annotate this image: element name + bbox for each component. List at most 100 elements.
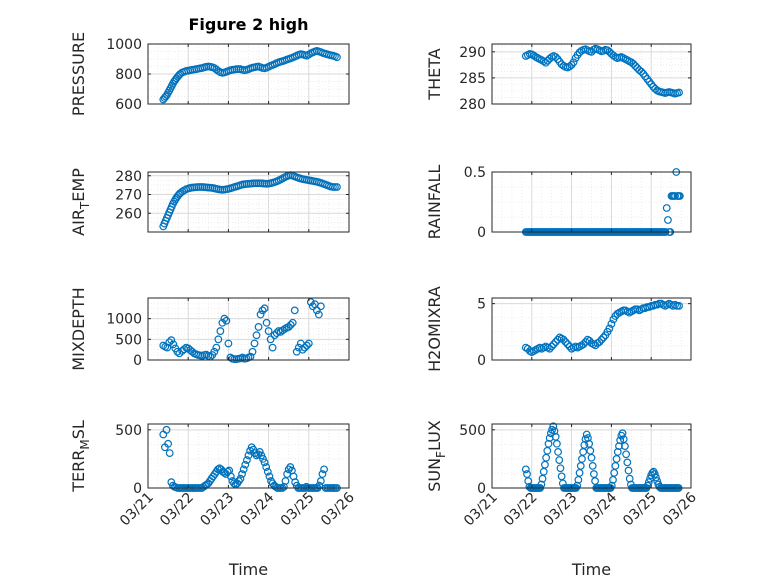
panel-row3-right: 0 5 H2OMIXRA <box>425 286 692 372</box>
data-point <box>298 345 307 354</box>
data-point <box>595 338 604 346</box>
data-point <box>250 339 259 348</box>
data-point <box>625 474 634 483</box>
data-point <box>169 340 178 349</box>
data-point <box>631 62 640 70</box>
data-point <box>167 336 176 345</box>
y-tick-label: 500 <box>115 332 142 348</box>
data-point <box>597 335 606 344</box>
data-point <box>565 342 574 351</box>
data-point <box>573 481 582 490</box>
data-point <box>260 304 269 313</box>
y-tick-label: 260 <box>115 206 142 222</box>
x-tick-label: 03/24 <box>580 489 620 529</box>
data-point <box>333 53 341 62</box>
axes-box <box>147 171 350 233</box>
data-point <box>613 448 622 456</box>
data-point <box>316 477 325 485</box>
data-point <box>284 323 293 331</box>
data-point <box>220 314 229 323</box>
data-point <box>584 434 592 442</box>
panel-top-left: 600 800 1000 PRESSURE Figure 2 high <box>69 15 350 116</box>
chart-title: Figure 2 high <box>189 15 309 34</box>
data-point <box>290 306 299 315</box>
data-point <box>262 318 271 327</box>
data-point <box>553 335 562 344</box>
data-point <box>260 458 269 467</box>
y-tick-label: 500 <box>115 423 142 439</box>
data-point <box>320 465 328 474</box>
y-tick-label: 0.5 <box>464 165 486 181</box>
data-point <box>563 340 572 349</box>
data-point <box>587 453 596 462</box>
data-point <box>241 460 250 469</box>
data-series <box>159 298 325 364</box>
axes-box <box>147 297 350 361</box>
x-tick-label: 03/22 <box>157 490 197 530</box>
data-point <box>272 329 281 338</box>
data-point <box>547 342 556 351</box>
data-point <box>664 216 672 224</box>
y-axis-label: MIXDEPTH <box>69 287 88 370</box>
plot-background <box>148 424 349 488</box>
data-point <box>256 310 265 319</box>
y-label-main: AIR <box>69 209 88 236</box>
data-point <box>629 59 638 68</box>
data-point <box>615 442 623 451</box>
data-point <box>214 335 223 344</box>
data-point <box>675 88 683 97</box>
y-axis-label: H2OMIXRA <box>425 286 444 372</box>
x-axis-label: Time <box>228 560 268 579</box>
data-point <box>230 479 238 488</box>
data-point <box>675 301 683 310</box>
data-point <box>300 343 309 352</box>
data-point <box>333 183 341 191</box>
y-axis-label: TERRMSL <box>69 420 92 493</box>
data-point <box>559 335 568 344</box>
x-axis-label: Time <box>571 560 611 579</box>
y-tick-label: 290 <box>459 45 486 61</box>
data-point <box>268 343 277 352</box>
data-point <box>623 458 632 467</box>
data-point <box>318 470 327 478</box>
data-point <box>552 439 561 448</box>
data-point <box>618 429 627 438</box>
data-point <box>188 347 197 356</box>
data-point <box>555 456 564 464</box>
y-label-rest: EMP <box>69 168 88 202</box>
y-tick-label: 500 <box>459 423 486 439</box>
y-tick-label: 800 <box>115 67 142 83</box>
y-axis-label: AIRTEMP <box>69 168 92 236</box>
data-point <box>264 327 273 335</box>
y-label-main: SUN <box>425 458 444 492</box>
y-label-sub: M <box>78 439 92 449</box>
y-tick-label: 280 <box>459 97 486 113</box>
data-point <box>561 338 570 346</box>
axes-box <box>491 297 692 361</box>
panel-row2-right: 0 0.5 RAINFALL <box>425 165 692 241</box>
data-point <box>551 53 560 61</box>
data-point <box>550 427 559 435</box>
data-point <box>315 481 324 490</box>
y-label-sub: T <box>78 201 92 210</box>
data-point <box>529 51 538 60</box>
data-point <box>607 481 616 490</box>
data-point <box>164 439 173 448</box>
y-label-rest: SL <box>69 420 88 439</box>
data-point <box>162 425 171 434</box>
y-tick-label: 5 <box>477 297 486 313</box>
data-point <box>651 84 660 93</box>
data-point <box>252 331 261 340</box>
data-point <box>579 340 588 349</box>
data-point <box>312 306 321 315</box>
x-tick-label: 03/25 <box>620 490 660 530</box>
data-point <box>565 62 574 71</box>
data-point <box>556 464 565 473</box>
y-axis-label: PRESSURE <box>69 32 88 116</box>
x-tick-label: 03/25 <box>278 490 318 530</box>
data-series <box>521 299 683 357</box>
data-point <box>637 67 646 76</box>
y-axis-label: SUNFLUX <box>425 420 448 492</box>
